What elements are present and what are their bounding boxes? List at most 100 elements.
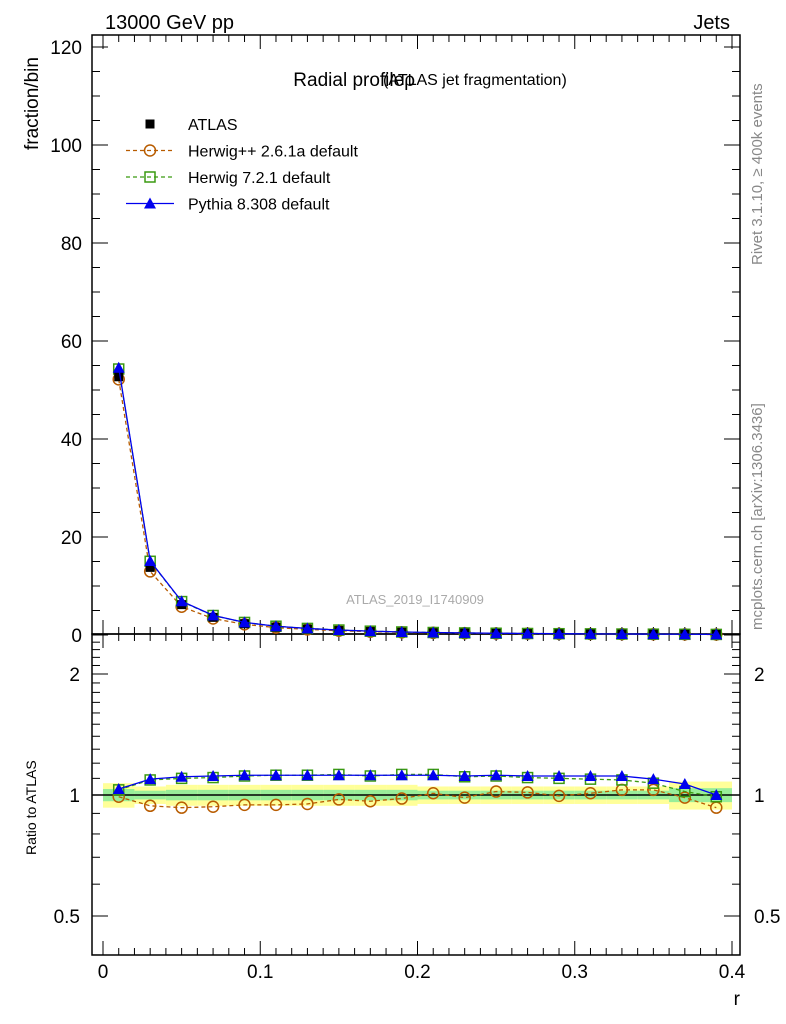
ratio-point [553, 769, 566, 781]
header-left: 13000 GeV pp [105, 12, 234, 34]
y-tick-label: 80 [61, 234, 82, 255]
ratio-tick-label: 1 [69, 786, 80, 807]
ratio-point [395, 792, 409, 805]
legend: ATLAS Herwig++ 2.6.1a default Herwig 7.2.1… [126, 117, 358, 214]
ratio-point [301, 769, 314, 781]
ratio-point [615, 769, 628, 781]
data-point [458, 626, 471, 638]
ratio-point [427, 769, 440, 781]
x-axis-label: r [734, 989, 741, 1010]
legend-marker [144, 197, 156, 209]
ratio-point [489, 785, 503, 798]
ratio-tick-label-right: 0.5 [754, 907, 780, 928]
ratio-point [269, 769, 282, 781]
ratio-tick-label: 2 [69, 665, 80, 686]
y-tick-label: 0 [71, 626, 82, 647]
ratio-point [207, 769, 220, 781]
y-tick-label: 60 [61, 332, 82, 353]
y-tick-label: 40 [61, 430, 82, 451]
ratio-point [710, 789, 723, 800]
ratio-point [364, 769, 377, 781]
ratio-point [647, 773, 660, 785]
ratio-point [238, 769, 251, 781]
ratio-line [118, 774, 717, 796]
x-tick-label: 0 [98, 962, 109, 983]
data-point [114, 372, 124, 382]
series-line [118, 367, 717, 636]
analysis-label: ATLAS_2019_I1740909 [346, 592, 484, 607]
data-point [112, 361, 125, 373]
data-point [145, 562, 155, 572]
legend-label: Herwig++ 2.6.1a default [188, 144, 358, 161]
data-point [395, 625, 408, 637]
ratio-point [175, 801, 188, 814]
y-tick-label: 120 [50, 38, 82, 59]
ratio-point [206, 800, 220, 813]
ratio-point [678, 778, 691, 790]
data-point [427, 626, 440, 638]
x-tick-label: 0.2 [404, 962, 430, 983]
ratio-point [426, 787, 440, 800]
ratio-point [144, 773, 157, 785]
data-point [553, 627, 566, 639]
header-right: Jets [693, 12, 730, 34]
series-herwig-7-2-1-default [112, 363, 723, 803]
data-point [647, 628, 660, 640]
ratio-point [332, 769, 345, 781]
legend-marker [144, 171, 156, 183]
data-point [332, 624, 345, 636]
data-point [678, 628, 691, 640]
mcplots-label: mcplots.cern.ch [arXiv:1306.3436] [749, 403, 766, 630]
data-point [615, 628, 628, 640]
data-point [490, 627, 503, 639]
ratio-point [647, 783, 660, 797]
ratio-point [584, 769, 597, 781]
ratio-point [238, 798, 251, 812]
chart-subtitle: (ATLAS jet fragmentation) [383, 72, 567, 89]
y-tick-label: 20 [61, 528, 82, 549]
ratio-point [521, 786, 534, 799]
ratio-point [458, 791, 471, 804]
ratio-point [521, 769, 534, 781]
ratio-tick-label-right: 1 [754, 786, 765, 807]
ratio-tick-label-right: 2 [754, 665, 765, 686]
y-tick-label: 100 [50, 136, 82, 157]
data-point [301, 622, 314, 634]
data-point [710, 628, 723, 640]
legend-label: Pythia 8.308 default [188, 197, 330, 214]
x-tick-label: 0.4 [719, 962, 746, 983]
data-point [584, 627, 597, 639]
ratio-point [364, 794, 377, 808]
legend-marker [143, 144, 157, 157]
ratio-point [395, 769, 408, 781]
ratio-point [269, 798, 283, 812]
ratio-point [458, 769, 471, 781]
ratio-point [112, 782, 125, 794]
ratio-point [143, 799, 157, 813]
legend-marker [145, 119, 155, 129]
series-pythia-8-308-default [112, 361, 723, 800]
ratio-point [490, 769, 503, 781]
data-point [175, 595, 188, 607]
ratio-tick-label: 0.5 [54, 907, 80, 928]
x-tick-label: 0.1 [247, 962, 273, 983]
data-point [207, 609, 220, 621]
x-tick-label: 0.3 [562, 962, 588, 983]
y-axis-label: fraction/bin [22, 57, 43, 150]
data-point [269, 620, 282, 632]
ratio-axis-label: Ratio to ATLAS [23, 760, 39, 855]
ratio-point [301, 797, 314, 811]
ratio-point [584, 787, 597, 800]
ratio-point [332, 793, 346, 806]
rivet-label: Rivet 3.1.10, ≥ 400k events [749, 83, 766, 265]
ratio-point [552, 789, 566, 803]
chart-title: Radial profileρ [293, 70, 415, 91]
legend-label: Herwig 7.2.1 default [188, 170, 331, 187]
data-point [238, 616, 251, 628]
data-point [521, 627, 534, 639]
ratio-point [175, 770, 188, 782]
legend-label: ATLAS [188, 117, 238, 134]
data-point [364, 625, 377, 637]
data-point [144, 554, 157, 566]
